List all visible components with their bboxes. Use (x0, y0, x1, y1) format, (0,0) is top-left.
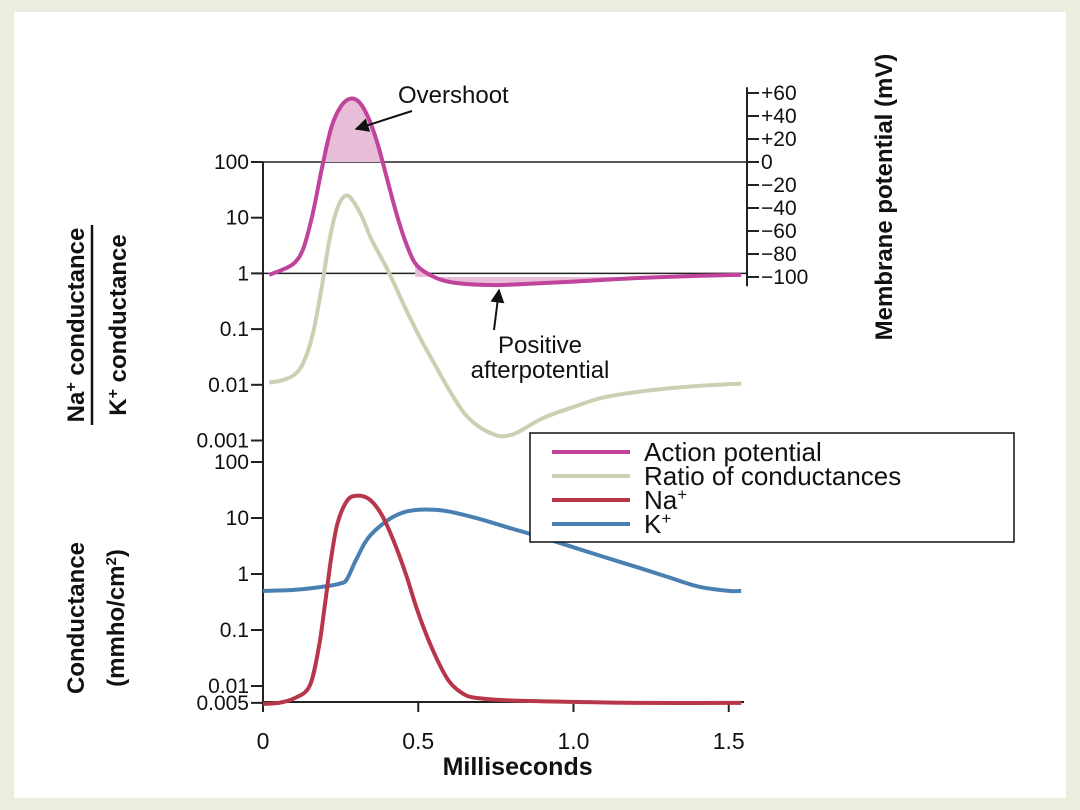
xtick-label: 1.5 (713, 728, 745, 754)
overshoot-arrow (354, 110, 413, 132)
legend-label: Ratio of conductances (644, 461, 901, 491)
afterpotential-fill (415, 263, 742, 286)
legend-label-sup: + (677, 485, 687, 504)
top-ytick-label: 0.001 (196, 430, 249, 453)
legend-label-sup: + (661, 509, 671, 528)
top-ytick-label: 10 (226, 207, 249, 230)
slide: Na+ conductance K+ conductance Conductan… (14, 12, 1066, 798)
xtick-label: 1.0 (558, 728, 590, 754)
ratio-of-conductances-line (268, 193, 742, 439)
membrane-potential-label: Membrane potential (mV) (871, 54, 898, 341)
mv-tick-label: −40 (761, 197, 797, 220)
positive-arrow (490, 288, 505, 331)
mv-tick-label: −60 (761, 220, 797, 243)
mv-tick-label: −20 (761, 174, 797, 197)
bottom-ytick-label: 0.01 (208, 675, 249, 698)
bottom-ytick-label: 100 (214, 451, 249, 474)
mv-tick-label: +20 (761, 128, 797, 151)
top-ytick-label: 1 (237, 262, 249, 285)
top-ytick-label: 0.1 (220, 318, 249, 341)
positive-label-line1: Positive (498, 332, 582, 359)
axes: 1001010.10.010.0011001010.10.010.005+60+… (196, 82, 808, 781)
na-conductance-line (262, 493, 742, 706)
mv-tick-label: 0 (761, 151, 773, 174)
bottom-ytick-label: 10 (226, 507, 249, 530)
k-conductance-line (262, 507, 742, 594)
top-ylabel-numerator: Na+ conductance (63, 228, 91, 423)
bottom-ylabel: Conductance (mmho/cm2) (63, 542, 130, 694)
top-ylabel-denominator: K+ conductance (105, 234, 133, 415)
bottom-ylabel-line1: Conductance (63, 542, 90, 694)
positive-afterpotential-annotation: Positive afterpotential (471, 288, 610, 384)
legend-label-text: K (644, 509, 662, 539)
xtick-label: 0 (257, 728, 270, 754)
x-axis-title: Milliseconds (443, 753, 593, 781)
legend-label: Action potential (644, 437, 822, 467)
top-ytick-label: 100 (214, 151, 249, 174)
overshoot-label: Overshoot (398, 82, 509, 109)
legend-label-text: Action potential (644, 437, 822, 467)
mv-tick-label: +40 (761, 105, 797, 128)
mv-tick-label: −100 (761, 266, 808, 289)
legend-label: Na+ (644, 485, 687, 516)
positive-label-line2: afterpotential (471, 357, 610, 384)
mv-tick-label: +60 (761, 82, 797, 105)
xtick-label: 0.5 (402, 728, 434, 754)
bottom-ytick-label: 0.1 (220, 619, 249, 642)
legend-label-text: Na (644, 485, 678, 515)
top-ylabel: Na+ conductance K+ conductance (63, 225, 133, 425)
top-ytick-label: 0.01 (208, 374, 249, 397)
conductance-figure: Na+ conductance K+ conductance Conductan… (63, 54, 1015, 781)
legend-label-text: Ratio of conductances (644, 461, 901, 491)
action-potential-line (268, 96, 742, 288)
bottom-ytick-label: 1 (237, 563, 249, 586)
legend-label: K+ (644, 509, 671, 540)
series-layer (262, 96, 742, 706)
bottom-ytick-label: 0.005 (196, 692, 249, 715)
bottom-ylabel-line2: (mmho/cm2) (103, 549, 131, 687)
mv-tick-label: −80 (761, 243, 797, 266)
overshoot-annotation: Overshoot (354, 82, 509, 132)
